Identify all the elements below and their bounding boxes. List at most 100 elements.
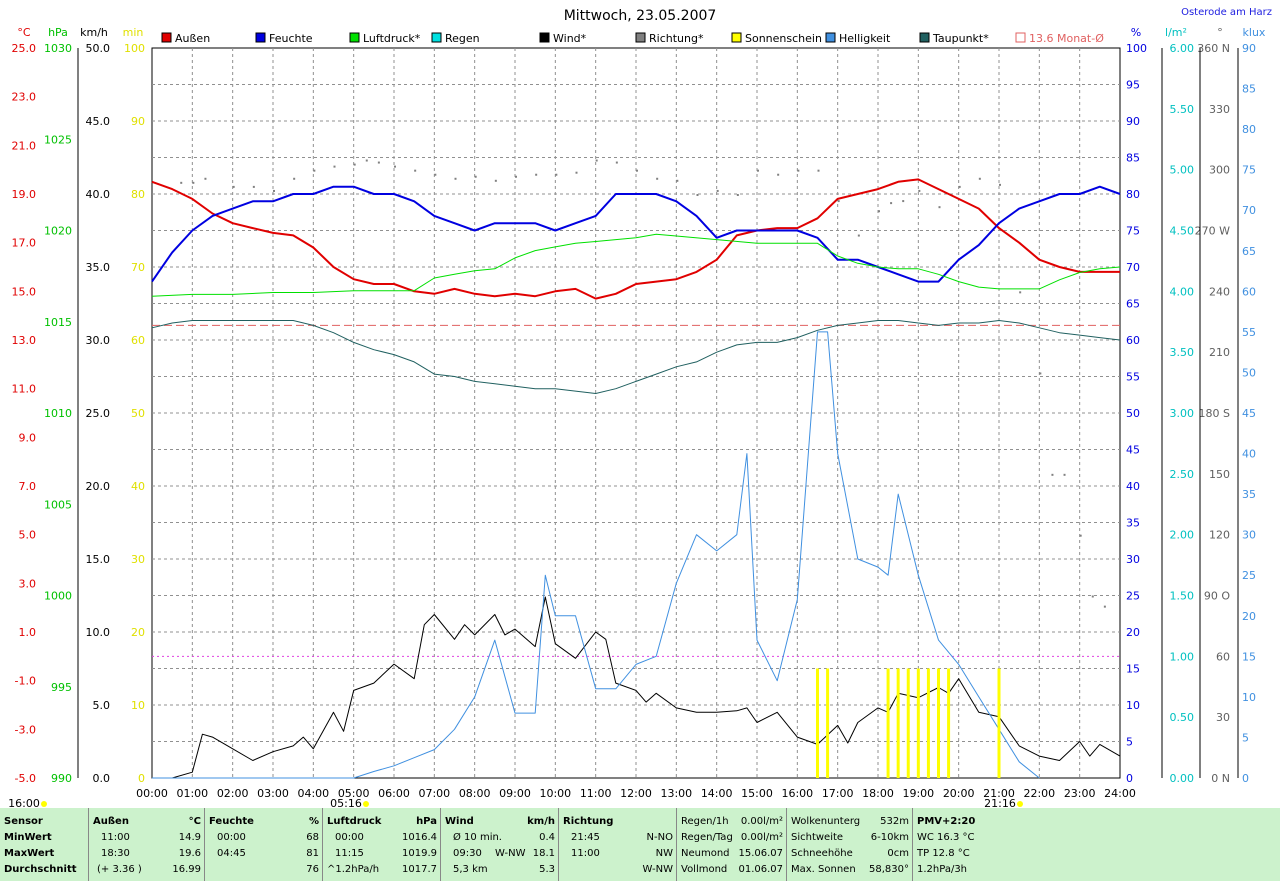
time-tick: 10:00 bbox=[539, 787, 571, 800]
axis-tick-rain: 3.00 bbox=[1170, 407, 1195, 420]
series-line-außen bbox=[151, 178, 1120, 300]
direction-point bbox=[696, 194, 699, 196]
axis-tick-sun: 100 bbox=[124, 42, 145, 55]
axis-tick-direction: 120 bbox=[1209, 529, 1230, 542]
direction-point bbox=[535, 173, 538, 176]
axis-tick-direction: 300 bbox=[1209, 164, 1230, 177]
direction-point bbox=[353, 163, 356, 166]
axis-tick-humidity: 65 bbox=[1126, 298, 1140, 311]
time-tick: 14:00 bbox=[701, 787, 733, 800]
axis-tick-humidity: 30 bbox=[1126, 553, 1140, 566]
axis-tick-sun: 20 bbox=[131, 626, 145, 639]
direction-point bbox=[797, 169, 800, 172]
direction-point bbox=[1103, 605, 1106, 608]
legend-label: Richtung* bbox=[649, 32, 704, 45]
direction-point bbox=[615, 161, 618, 164]
axis-tick-direction: 180 S bbox=[1199, 407, 1230, 420]
luftdruck-header: Luftdruck bbox=[327, 816, 382, 827]
time-tick: 15:00 bbox=[741, 787, 773, 800]
axis-tick-wind: 30.0 bbox=[86, 334, 111, 347]
richtung-max-time: 11:00 bbox=[571, 848, 600, 859]
axis-tick-temp: 1.0 bbox=[19, 626, 37, 639]
axis-tick-temp: 19.0 bbox=[12, 188, 37, 201]
direction-point bbox=[757, 169, 759, 172]
axis-tick-direction: 360 N bbox=[1197, 42, 1230, 55]
axis-tick-pressure: 1030 bbox=[44, 42, 72, 55]
axis-tick-temp: 23.0 bbox=[12, 91, 37, 104]
legend-swatch bbox=[919, 32, 930, 43]
wind-max-time: 09:30 bbox=[453, 848, 482, 859]
series-line-luftdruck bbox=[151, 233, 1121, 297]
axis-tick-direction: 30 bbox=[1216, 711, 1230, 724]
axis-unit-humidity: % bbox=[1131, 26, 1141, 39]
axis-tick-light: 45 bbox=[1242, 407, 1256, 420]
direction-point bbox=[494, 179, 497, 182]
direction-point bbox=[817, 169, 820, 172]
footer-wind-column: Wind km/h Ø 10 min. 0.4 09:30 W-NW 18.1 5,3 … bbox=[440, 808, 559, 881]
axis-tick-rain: 5.00 bbox=[1170, 164, 1195, 177]
axis-tick-wind: 50.0 bbox=[86, 42, 111, 55]
axis-tick-temp: 17.0 bbox=[12, 237, 37, 250]
axis-tick-direction: 330 bbox=[1209, 103, 1230, 116]
direction-point bbox=[978, 177, 981, 180]
direction-point bbox=[454, 177, 457, 180]
sunshine-bar bbox=[826, 668, 830, 778]
wind-max-value: 18.1 bbox=[532, 848, 555, 859]
direction-point bbox=[474, 175, 477, 178]
legend-label: Taupunkt* bbox=[932, 32, 989, 45]
axis-tick-light: 10 bbox=[1242, 691, 1256, 704]
time-tick: 09:00 bbox=[499, 787, 531, 800]
axis-tick-direction: 0 N bbox=[1211, 772, 1230, 785]
axis-tick-humidity: 70 bbox=[1126, 261, 1140, 274]
footer-regen-column: Regen/1h 0.00l/m² Regen/Tag 0.00l/m² Neumo… bbox=[676, 808, 787, 881]
direction-point bbox=[999, 183, 1001, 186]
axis-tick-light: 25 bbox=[1242, 569, 1256, 582]
regen-tag-label: Regen/Tag bbox=[681, 832, 733, 843]
axis-tick-humidity: 60 bbox=[1126, 334, 1140, 347]
neumond-value: 15.06.07 bbox=[738, 848, 783, 859]
axis-tick-sun: 50 bbox=[131, 407, 145, 420]
wind-header: Wind bbox=[445, 816, 474, 827]
schneehoehe-label: Schneehöhe bbox=[791, 848, 853, 859]
aussen-max-value: 19.6 bbox=[178, 848, 201, 859]
wind-avg-value: 5.3 bbox=[539, 864, 555, 875]
time-tick: 07:00 bbox=[418, 787, 450, 800]
aussen-min-value: 14.9 bbox=[178, 832, 201, 843]
axis-tick-temp: 13.0 bbox=[12, 334, 37, 347]
axis-unit-pressure: hPa bbox=[48, 26, 68, 39]
axis-tick-pressure: 1005 bbox=[44, 498, 72, 511]
axis-tick-light: 85 bbox=[1242, 83, 1256, 96]
legend-swatch bbox=[635, 32, 646, 43]
series-line-feuchte bbox=[151, 185, 1121, 283]
direction-point bbox=[333, 165, 336, 168]
axis-tick-pressure: 990 bbox=[51, 772, 72, 785]
axis-tick-wind: 35.0 bbox=[86, 261, 111, 274]
footer-pmv-column: PMV+2:20 WC 16.3 °C TP 12.8 °C 1.2hPa/3h bbox=[912, 808, 1033, 881]
taupunkt-value: TP 12.8 °C bbox=[917, 848, 970, 859]
luftdruck-avg-note: ^1.2hPa/h bbox=[327, 864, 380, 875]
axis-tick-sun: 80 bbox=[131, 188, 145, 201]
direction-point bbox=[595, 159, 598, 162]
time-tick: 18:00 bbox=[862, 787, 894, 800]
direction-point bbox=[857, 234, 860, 237]
direction-point bbox=[902, 200, 905, 203]
sun-icon bbox=[41, 801, 47, 807]
axis-tick-rain: 0.50 bbox=[1170, 711, 1195, 724]
direction-point bbox=[377, 161, 380, 164]
windchill-value: WC 16.3 °C bbox=[917, 832, 975, 843]
axis-tick-wind: 25.0 bbox=[86, 407, 111, 420]
weather-chart: Mittwoch, 23.05.2007 Osterode am Harz 25.… bbox=[8, 7, 1272, 808]
aussen-min-time: 11:00 bbox=[101, 832, 130, 843]
feuchte-min-value: 68 bbox=[306, 832, 319, 843]
time-tick: 12:00 bbox=[620, 787, 652, 800]
axis-tick-rain: 6.00 bbox=[1170, 42, 1195, 55]
direction-point bbox=[252, 185, 255, 188]
legend-swatch bbox=[255, 32, 266, 43]
direction-point bbox=[1051, 473, 1054, 476]
regen-1h-value: 0.00l/m² bbox=[740, 816, 783, 827]
direction-point bbox=[636, 169, 638, 172]
legend-label: Sonnenschein bbox=[745, 32, 822, 45]
direction-point bbox=[1079, 534, 1082, 537]
direction-point bbox=[777, 173, 780, 176]
axis-tick-light: 70 bbox=[1242, 204, 1256, 217]
